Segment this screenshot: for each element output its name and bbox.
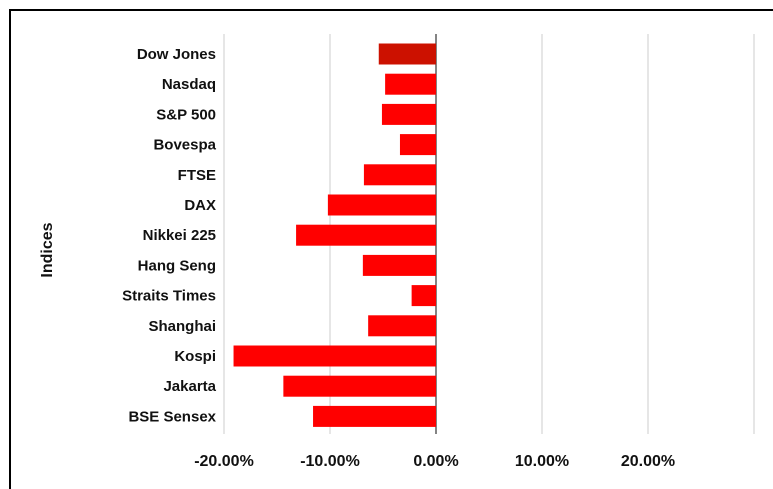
bar-nikkei-225 [296,224,436,246]
bars [233,43,436,427]
bar-nasdaq [385,73,436,95]
bar-jakarta [283,375,436,397]
bar-hang-seng [362,254,436,276]
category-label: Nikkei 225 [143,227,216,244]
category-label: Bovespa [153,137,216,154]
category-label: Kospi [174,348,216,365]
bar-kospi [233,345,436,367]
bar-dow-jones [378,43,436,65]
x-tick-label: -10.00% [300,453,360,470]
bar-bse-sensex [313,405,436,427]
x-tick-labels: -20.00% -10.00% 0.00% 10.00% 20.00% [194,453,675,470]
bar-ftse [363,164,436,186]
category-label: Jakarta [163,378,216,395]
category-label: Dow Jones [137,46,216,63]
bar-s-p-500 [381,103,436,125]
x-tick-label: 20.00% [621,453,675,470]
x-tick-label: 10.00% [515,453,569,470]
x-tick-label: 0.00% [413,453,458,470]
category-label: Straits Times [122,288,216,305]
category-label: S&P 500 [156,106,216,123]
bar-straits-times [411,285,436,307]
category-label: DAX [184,197,216,214]
category-label: FTSE [178,167,216,184]
category-label: BSE Sensex [128,408,216,425]
bar-dax [327,194,436,216]
category-label: Nasdaq [162,76,216,93]
x-tick-label: -20.00% [194,453,254,470]
category-labels: Dow Jones Nasdaq S&P 500 Bovespa FTSE DAX Nikk… [122,46,217,425]
bar-bovespa [399,134,436,156]
bar-shanghai [368,315,436,337]
category-label: Hang Seng [138,257,216,274]
chart-frame [9,9,773,489]
category-label: Shanghai [148,318,216,335]
y-axis-title: Indices [39,222,56,277]
